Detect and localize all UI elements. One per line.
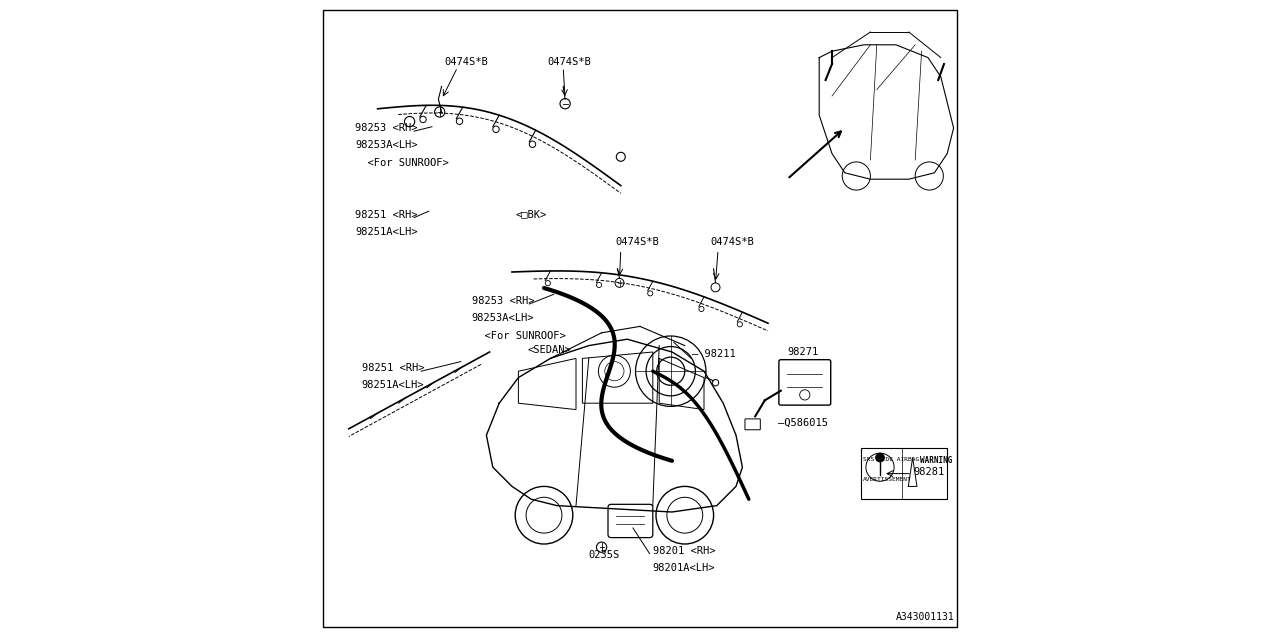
Text: 98253 <RH>: 98253 <RH> xyxy=(472,296,534,306)
Circle shape xyxy=(876,453,884,462)
Bar xyxy=(860,448,947,499)
Text: AVERTISSEMENT: AVERTISSEMENT xyxy=(863,477,911,483)
Text: 0474S*B: 0474S*B xyxy=(710,237,754,247)
Text: 98253 <RH>: 98253 <RH> xyxy=(356,123,417,133)
Text: 98251 <RH>: 98251 <RH> xyxy=(356,210,417,220)
Text: 98253A<LH>: 98253A<LH> xyxy=(472,314,534,323)
Text: 0235S: 0235S xyxy=(589,550,620,560)
FancyBboxPatch shape xyxy=(778,360,831,405)
Text: 98251A<LH>: 98251A<LH> xyxy=(356,227,417,237)
Text: 0474S*B: 0474S*B xyxy=(616,237,659,247)
Text: <□BK>: <□BK> xyxy=(516,210,547,220)
Text: —Q586015: —Q586015 xyxy=(777,418,828,428)
Text: <For SUNROOF>: <For SUNROOF> xyxy=(356,158,449,168)
Text: A343001131: A343001131 xyxy=(896,612,954,621)
Text: SRS SIDE AIRBAG: SRS SIDE AIRBAG xyxy=(863,457,919,462)
Text: 98201A<LH>: 98201A<LH> xyxy=(653,563,716,573)
FancyBboxPatch shape xyxy=(608,504,653,538)
Text: 0474S*B: 0474S*B xyxy=(445,58,489,67)
Text: 98253A<LH>: 98253A<LH> xyxy=(356,141,417,150)
Text: 98281: 98281 xyxy=(914,467,945,477)
Text: — 98211: — 98211 xyxy=(692,349,736,359)
Text: <SEDAN>: <SEDAN> xyxy=(529,346,572,355)
Text: <For SUNROOF>: <For SUNROOF> xyxy=(472,331,566,340)
Text: 98251A<LH>: 98251A<LH> xyxy=(362,380,424,390)
FancyBboxPatch shape xyxy=(745,419,760,430)
Text: 0474S*B: 0474S*B xyxy=(548,58,591,67)
Text: 98251 <RH>: 98251 <RH> xyxy=(362,364,424,373)
Circle shape xyxy=(865,453,895,481)
Text: 98201 <RH>: 98201 <RH> xyxy=(653,545,716,556)
Text: 98271: 98271 xyxy=(787,347,818,357)
Text: WARNING: WARNING xyxy=(919,456,952,465)
